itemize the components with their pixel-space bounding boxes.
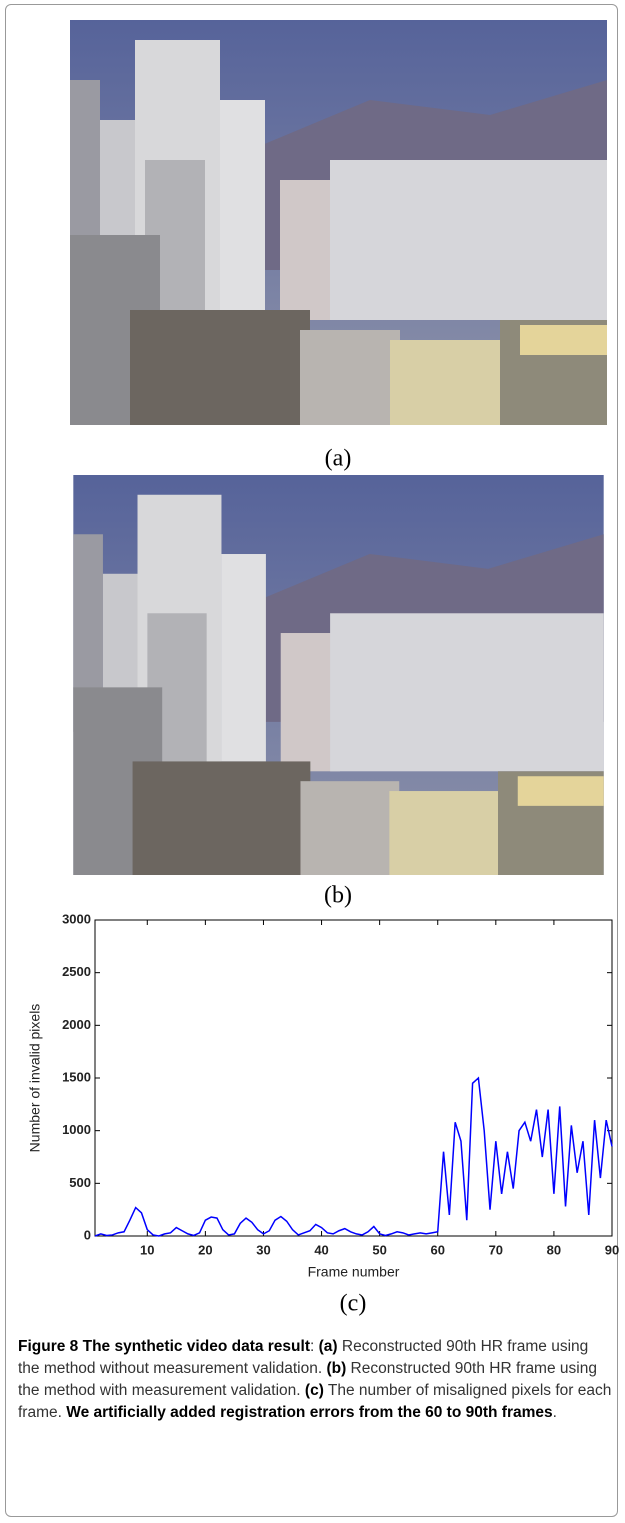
- page: (a) (b) (c) 0 500 1000 1500 2000 2500 3000 10 20…: [0, 0, 625, 1523]
- y-tick-label: 500: [69, 1175, 91, 1190]
- caption: Figure 8 The synthetic video data result…: [18, 1336, 612, 1424]
- x-tick-label: 10: [140, 1242, 154, 1257]
- photo-b: [73, 475, 603, 875]
- caption-text: .: [553, 1404, 557, 1421]
- panel-label: (b): [324, 883, 352, 909]
- plot-frame: [95, 920, 612, 1236]
- figure: (a) (b) (c) 0 500 1000 1500 2000 2500 3000 10 20…: [0, 0, 625, 1330]
- panel-label: (a): [325, 446, 352, 472]
- x-tick-label: 40: [314, 1242, 328, 1257]
- data-line: [95, 1078, 612, 1236]
- x-tick-label: 50: [372, 1242, 386, 1257]
- y-tick-label: 1000: [62, 1122, 91, 1137]
- x-tick-label: 20: [198, 1242, 212, 1257]
- caption-text: (b): [326, 1360, 346, 1377]
- caption-text: :: [310, 1338, 319, 1355]
- x-tick-label: 30: [256, 1242, 270, 1257]
- y-tick-label: 2000: [62, 1017, 91, 1032]
- y-tick-label: 3000: [62, 911, 91, 926]
- caption-text: (a): [319, 1338, 338, 1355]
- y-axis-label: Number of invalid pixels: [27, 1004, 43, 1153]
- caption-text: Figure 8 The synthetic video data result: [18, 1338, 310, 1355]
- caption-text: We artificially added registration error…: [66, 1404, 552, 1421]
- x-tick-label: 90: [605, 1242, 619, 1257]
- x-axis-label: Frame number: [308, 1264, 400, 1280]
- caption-text: (c): [305, 1382, 324, 1399]
- x-tick-label: 60: [430, 1242, 444, 1257]
- y-tick-label: 1500: [62, 1069, 91, 1084]
- x-tick-label: 80: [547, 1242, 561, 1257]
- panel-label: (c): [340, 1291, 367, 1317]
- x-tick-label: 70: [489, 1242, 503, 1257]
- photo-a: [70, 20, 607, 425]
- y-tick-label: 0: [84, 1227, 91, 1242]
- y-tick-label: 2500: [62, 964, 91, 979]
